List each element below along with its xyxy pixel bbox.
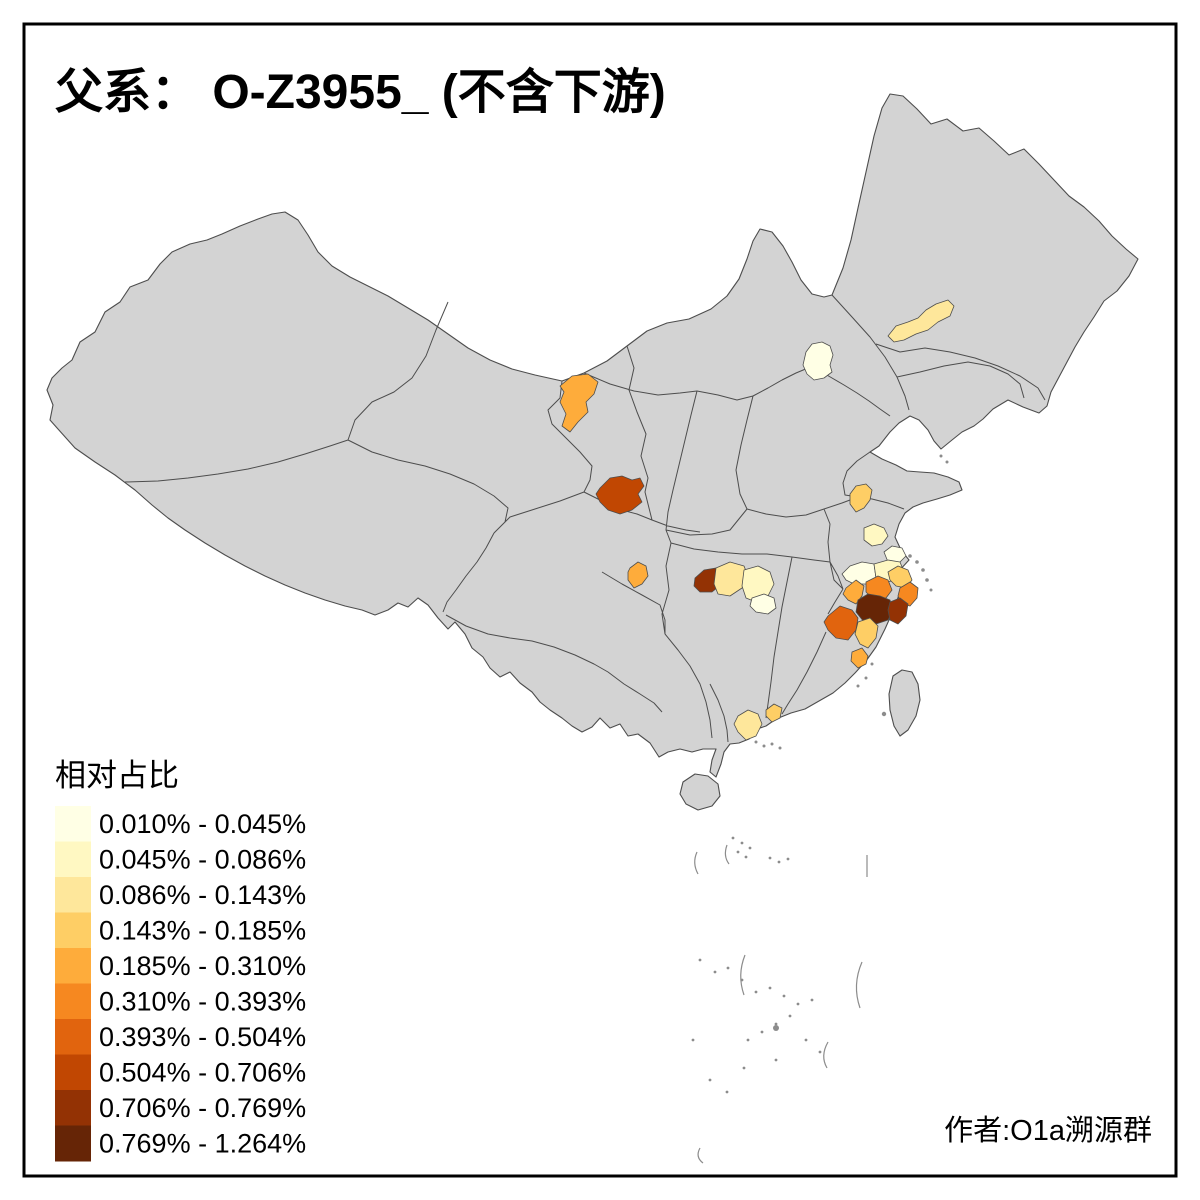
- legend-swatch-2: [55, 877, 91, 913]
- legend-rows: 0.010% - 0.045% 0.045% - 0.086% 0.086% - 0…: [55, 806, 306, 1162]
- legend-swatch-0: [55, 806, 91, 842]
- penghu-islet: [881, 711, 887, 717]
- legend: 相对占比 0.010% - 0.045% 0.045% - 0.086% 0.086…: [55, 758, 306, 1162]
- region-gansu-wuwei: [559, 373, 599, 433]
- region-hubei-south-cream: [749, 593, 777, 615]
- taiwan-island: [888, 669, 921, 737]
- legend-swatch-6: [55, 1019, 91, 1055]
- islands: [679, 454, 949, 1164]
- region-beijing: [802, 341, 834, 381]
- region-zhejiang-shaoxing: [865, 575, 893, 601]
- legend-label-9: 0.769% - 1.264%: [99, 1129, 306, 1159]
- legend-label-1: 0.045% - 0.086%: [99, 845, 306, 875]
- region-guangdong-west: [733, 709, 763, 741]
- legend-label-3: 0.143% - 0.185%: [99, 916, 306, 946]
- author-credit: 作者:O1a溯源群: [944, 1114, 1152, 1147]
- legend-title: 相对占比: [55, 758, 179, 793]
- legend-label-0: 0.010% - 0.045%: [99, 809, 306, 839]
- region-liaoning-west: [887, 299, 955, 343]
- region-gansu-south: [595, 475, 645, 515]
- region-zhejiang-south: [854, 617, 879, 649]
- region-sichuan-north: [627, 561, 649, 589]
- region-jiangsu-central: [849, 483, 873, 513]
- legend-label-5: 0.310% - 0.393%: [99, 987, 306, 1017]
- legend-label-4: 0.185% - 0.310%: [99, 951, 306, 981]
- legend-swatch-7: [55, 1054, 91, 1091]
- region-guangdong-east: [765, 703, 783, 723]
- province-boundaries: [124, 294, 1046, 743]
- coastal-islets: [754, 454, 949, 750]
- region-fujian-northeast: [850, 647, 869, 669]
- china-mainland: [46, 93, 1139, 778]
- legend-label-2: 0.086% - 0.143%: [99, 880, 306, 910]
- legend-swatch-3: [55, 912, 91, 949]
- legend-swatch-5: [55, 983, 91, 1020]
- legend-swatch-4: [55, 948, 91, 984]
- legend-label-7: 0.504% - 0.706%: [99, 1058, 306, 1088]
- hainan-island: [679, 773, 721, 811]
- south-china-sea-islets: [691, 836, 868, 1164]
- region-zhejiang-east: [887, 597, 909, 625]
- region-zhejiang-southwest: [823, 605, 859, 641]
- region-jiangsu-south: [863, 523, 889, 547]
- legend-swatch-9: [55, 1125, 91, 1162]
- legend-label-6: 0.393% - 0.504%: [99, 1022, 306, 1052]
- panel-border: [22, 22, 1178, 1178]
- page-title: 父系： O-Z3955_ (不含下游): [55, 66, 666, 119]
- legend-label-8: 0.706% - 0.769%: [99, 1093, 306, 1123]
- highlighted-regions: [559, 299, 955, 741]
- legend-swatch-8: [55, 1090, 91, 1126]
- region-hubei-north: [713, 561, 749, 597]
- legend-swatch-1: [55, 841, 91, 878]
